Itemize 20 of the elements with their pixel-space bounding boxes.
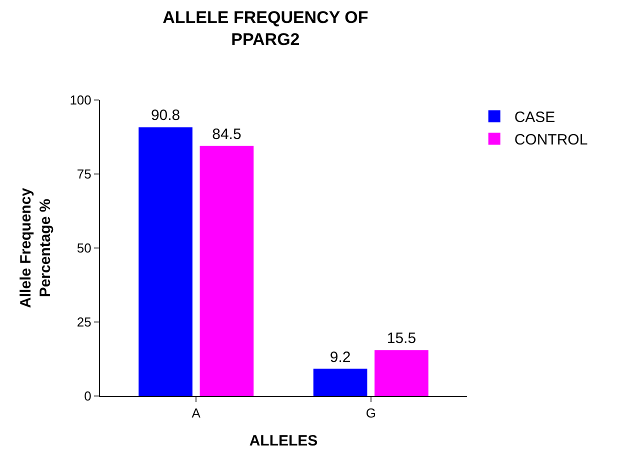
bar bbox=[200, 146, 254, 396]
y-axis-title: Allele Frequency Percentage % bbox=[17, 187, 54, 308]
chart-title: ALLELE FREQUENCY OF PPARG2 bbox=[162, 8, 368, 49]
x-tick-label: A bbox=[192, 406, 201, 421]
x-axis-title: ALLELES bbox=[249, 432, 318, 450]
data-label: 90.8 bbox=[150, 107, 180, 124]
y-tick-label: 0 bbox=[84, 388, 92, 404]
data-label: 15.5 bbox=[386, 330, 416, 348]
bar bbox=[374, 350, 428, 396]
legend-label: CONTROL bbox=[514, 132, 588, 149]
y-tick-label: 50 bbox=[76, 240, 92, 256]
x-tick-label: G bbox=[366, 406, 376, 421]
y-tick-label: 75 bbox=[76, 166, 92, 182]
bar bbox=[313, 368, 368, 396]
y-tick-label: 25 bbox=[76, 314, 92, 330]
y-tick-label: 100 bbox=[70, 92, 92, 108]
legend-label: CASE bbox=[514, 109, 556, 126]
bar bbox=[138, 127, 192, 396]
data-label: 9.2 bbox=[330, 348, 351, 366]
data-label: 84.5 bbox=[212, 126, 242, 143]
